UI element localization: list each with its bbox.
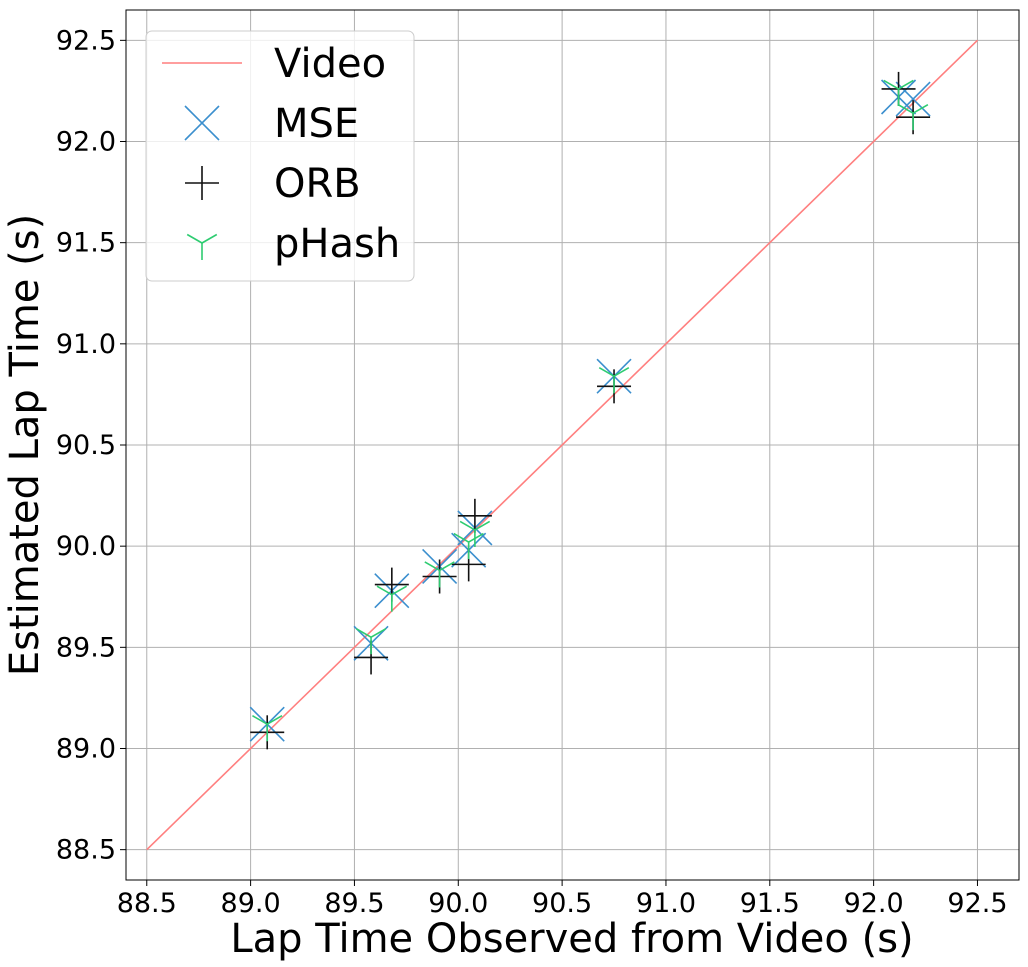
legend-marker-mse xyxy=(184,105,220,141)
legend-label-orb: ORB xyxy=(274,161,361,207)
y-tick-label: 89.5 xyxy=(56,632,116,663)
legend: Video MSE ORB pHash xyxy=(145,30,415,282)
x-axis-ticks: 88.5 89.0 89.5 90.0 90.5 91.0 91.5 92.0 92.5 xyxy=(117,880,1008,919)
y-tick-label: 89.0 xyxy=(56,733,116,764)
x-tick-label: 92.0 xyxy=(844,888,904,919)
x-tick-label: 91.5 xyxy=(740,888,800,919)
legend-marker-phash xyxy=(186,233,218,260)
data-point-phash xyxy=(897,103,929,131)
x-tick-label: 89.0 xyxy=(221,888,281,919)
data-point-phash xyxy=(376,585,408,612)
legend-box xyxy=(145,30,415,282)
y-tick-label: 91.0 xyxy=(56,329,116,360)
x-tick-label: 90.0 xyxy=(428,888,488,919)
legend-label-mse: MSE xyxy=(274,101,359,147)
x-tick-label: 89.5 xyxy=(324,888,384,919)
y-tick-label: 88.5 xyxy=(56,835,116,866)
legend-label-phash: pHash xyxy=(274,221,400,267)
y-tick-label: 90.0 xyxy=(56,531,116,562)
x-tick-label: 88.5 xyxy=(117,888,177,919)
data-points xyxy=(249,71,931,750)
y-axis-title: Estimated Lap Time (s) xyxy=(2,214,48,676)
y-tick-label: 92.0 xyxy=(56,127,116,158)
data-point-phash xyxy=(453,532,484,560)
data-point-phash xyxy=(355,628,387,655)
data-point-phash xyxy=(252,715,283,742)
data-point-phash xyxy=(459,520,491,547)
x-tick-label: 91.0 xyxy=(636,888,696,919)
reference-line-video xyxy=(146,39,979,851)
y-tick-label: 92.5 xyxy=(56,25,116,56)
data-point-phash xyxy=(883,79,914,106)
legend-label-video: Video xyxy=(274,41,386,87)
data-point-phash xyxy=(598,367,630,394)
x-tick-label: 90.5 xyxy=(532,888,592,919)
legend-marker-orb xyxy=(185,166,219,200)
reference-line-group xyxy=(146,39,979,851)
x-tick-label: 92.5 xyxy=(947,888,1007,919)
data-point-orb xyxy=(457,498,492,533)
y-axis-ticks: 88.5 89.0 89.5 90.0 90.5 91.0 91.5 92.0 92.5 xyxy=(56,25,126,866)
data-point-phash xyxy=(424,561,455,588)
x-axis-title: Lap Time Observed from Video (s) xyxy=(230,916,913,962)
y-tick-label: 91.5 xyxy=(56,228,116,259)
y-tick-label: 90.5 xyxy=(56,430,116,461)
